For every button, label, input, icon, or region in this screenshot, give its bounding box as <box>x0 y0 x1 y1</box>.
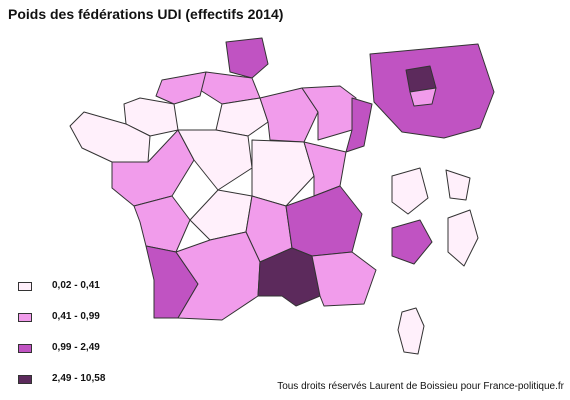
legend-label-class-4: 2,49 - 10,58 <box>52 373 106 384</box>
legend-swatch-class-3 <box>18 344 32 353</box>
legend-swatch-class-1 <box>18 282 32 291</box>
legend-swatch-class-2 <box>18 313 32 322</box>
department-regions <box>69 37 495 355</box>
region-rhone-alpes <box>285 185 363 257</box>
legend-item-class-3: 0,99 - 2,49 <box>18 342 158 356</box>
legend-swatch-class-4 <box>18 375 32 384</box>
region-paris-area <box>215 97 269 137</box>
inset-guadeloupe <box>391 167 429 215</box>
region-nord <box>225 37 269 79</box>
region-corse <box>397 307 425 355</box>
inset-reunion <box>391 219 433 265</box>
region-alsace <box>345 97 373 153</box>
inset-idf-paris <box>405 65 437 93</box>
inset-martinique <box>445 169 471 201</box>
inset-guyane <box>447 209 479 267</box>
legend-label-class-3: 0,99 - 2,49 <box>52 342 100 353</box>
legend-label-class-1: 0,02 - 0,41 <box>52 280 100 291</box>
legend-item-class-4: 2,49 - 10,58 <box>18 373 158 387</box>
legend-item-class-1: 0,02 - 0,41 <box>18 280 158 294</box>
region-bourgogne <box>251 139 315 207</box>
region-pays-de-la-loire <box>111 129 195 207</box>
legend-item-class-2: 0,41 - 0,99 <box>18 311 158 325</box>
legend-label-class-2: 0,41 - 0,99 <box>52 311 100 322</box>
copyright-credit: Tous droits réservés Laurent de Boissieu… <box>277 381 564 392</box>
inset-idf-center <box>409 87 437 107</box>
region-paca <box>311 251 377 307</box>
region-haute-normandie <box>155 71 207 105</box>
map-title: Poids des fédérations UDI (effectifs 201… <box>8 6 284 22</box>
region-poitou-charentes <box>133 195 191 253</box>
